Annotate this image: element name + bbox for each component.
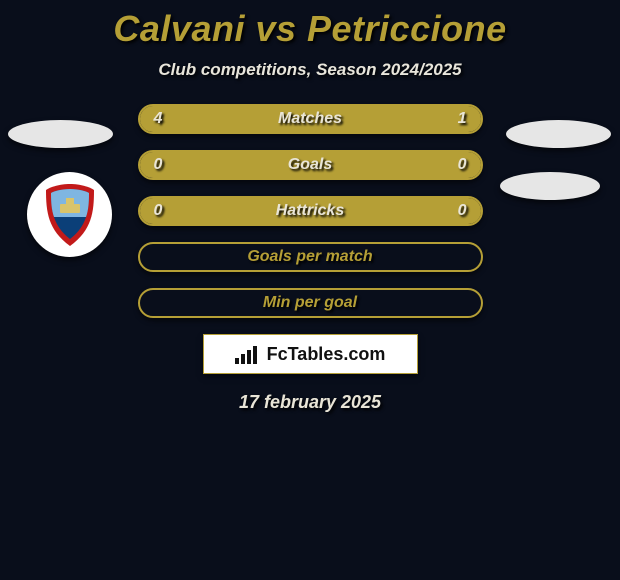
stat-right-value: 0 xyxy=(458,156,467,174)
club-badge-left xyxy=(27,172,112,257)
page-title: Calvani vs Petriccione xyxy=(0,0,620,50)
stat-left-value: 4 xyxy=(154,110,163,128)
stat-label: Goals xyxy=(162,156,457,174)
stat-label: Matches xyxy=(162,110,457,128)
brand-box: FcTables.com xyxy=(203,334,418,374)
stat-label: Hattricks xyxy=(162,202,457,220)
stat-row: 0Hattricks0 xyxy=(138,196,483,226)
subtitle: Club competitions, Season 2024/2025 xyxy=(0,60,620,80)
stat-right-value: 1 xyxy=(458,110,467,128)
photo-placeholder-mid-right xyxy=(500,172,600,200)
stat-row: 4Matches1 xyxy=(138,104,483,134)
brand-text: FcTables.com xyxy=(267,344,386,365)
photo-placeholder-top-left xyxy=(8,120,113,148)
stat-row: Goals per match xyxy=(138,242,483,272)
comparison-panel: 4Matches10Goals00Hattricks0Goals per mat… xyxy=(0,104,620,413)
stat-label: Goals per match xyxy=(140,248,481,266)
stat-right-value: 0 xyxy=(458,202,467,220)
stat-left-value: 0 xyxy=(154,202,163,220)
stat-label: Min per goal xyxy=(140,294,481,312)
date-label: 17 february 2025 xyxy=(0,392,620,413)
stat-row: Min per goal xyxy=(138,288,483,318)
stat-left-value: 0 xyxy=(154,156,163,174)
shield-icon xyxy=(42,182,98,248)
stat-row: 0Goals0 xyxy=(138,150,483,180)
chart-icon xyxy=(235,344,261,364)
stat-rows: 4Matches10Goals00Hattricks0Goals per mat… xyxy=(138,104,483,318)
photo-placeholder-top-right xyxy=(506,120,611,148)
